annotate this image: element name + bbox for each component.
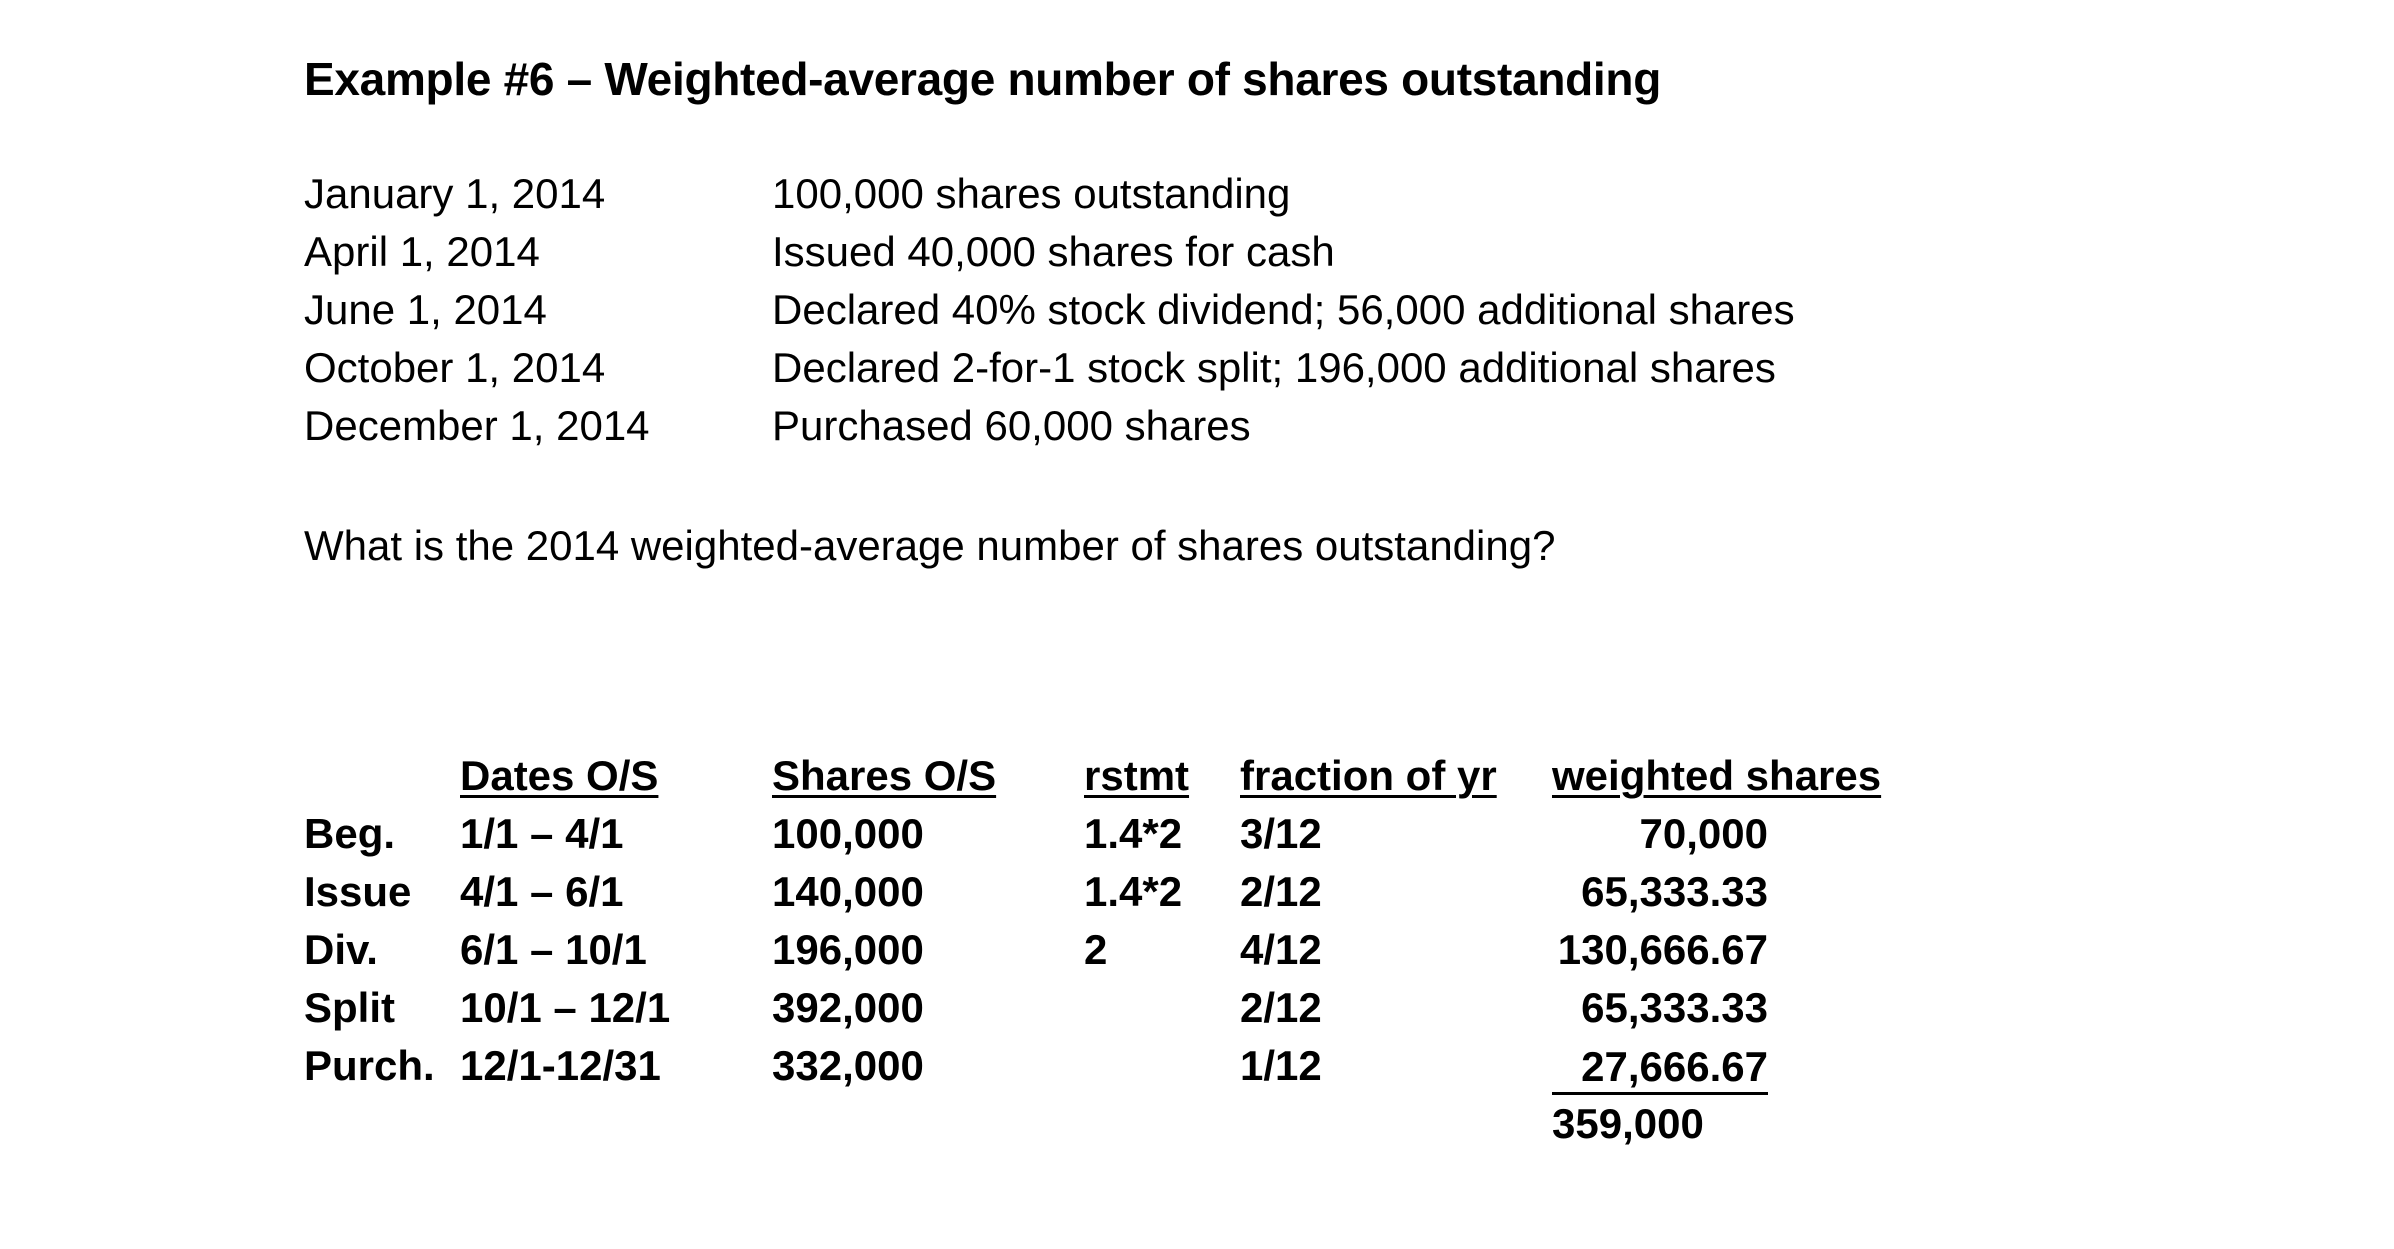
row-shares: 140,000 <box>772 868 924 915</box>
row-fraction: 2/12 <box>1240 868 1322 915</box>
row-fraction: 1/12 <box>1240 1042 1322 1089</box>
row-fraction: 2/12 <box>1240 984 1322 1031</box>
event-date: October 1, 2014 <box>304 344 606 391</box>
row-dates: 12/1-12/31 <box>460 1042 661 1089</box>
row-weighted: 65,333.33 <box>1581 984 1768 1031</box>
row-weighted: 27,666.67 <box>1552 1042 1768 1095</box>
row-weighted: 65,333.33 <box>1581 868 1768 915</box>
row-shares: 332,000 <box>772 1042 924 1089</box>
row-label: Issue <box>304 868 412 915</box>
row-dates: 1/1 – 4/1 <box>460 810 624 857</box>
header-shares: Shares O/S <box>772 752 997 799</box>
row-weighted: 130,666.67 <box>1557 926 1768 973</box>
question-text: What is the 2014 weighted-average number… <box>304 522 1556 569</box>
event-description: Declared 2-for-1 stock split; 196,000 ad… <box>772 344 1776 391</box>
event-date: January 1, 2014 <box>304 170 606 217</box>
event-date: April 1, 2014 <box>304 228 540 275</box>
event-description: Issued 40,000 shares for cash <box>772 228 1335 275</box>
header-dates: Dates O/S <box>460 752 659 799</box>
row-label: Split <box>304 984 395 1031</box>
row-rstmt: 2 <box>1084 926 1108 973</box>
row-rstmt: 1.4*2 <box>1084 810 1183 857</box>
row-shares: 100,000 <box>772 810 924 857</box>
header-weighted: weighted shares <box>1552 752 1882 799</box>
page-title: Example #6 – Weighted-average number of … <box>304 53 1662 105</box>
row-shares: 196,000 <box>772 926 924 973</box>
event-description: Purchased 60,000 shares <box>772 402 1251 449</box>
header-rstmt: rstmt <box>1084 752 1190 799</box>
event-date: December 1, 2014 <box>304 402 650 449</box>
row-dates: 6/1 – 10/1 <box>460 926 647 973</box>
row-fraction: 4/12 <box>1240 926 1322 973</box>
row-shares: 392,000 <box>772 984 924 1031</box>
row-weighted: 70,000 <box>1639 810 1768 857</box>
event-date: June 1, 2014 <box>304 286 547 333</box>
row-dates: 10/1 – 12/1 <box>460 984 671 1031</box>
row-label: Beg. <box>304 810 396 857</box>
total-weighted-shares: 359,000 <box>1552 1100 1704 1147</box>
header-fraction: fraction of yr <box>1240 752 1497 799</box>
row-rstmt: 1.4*2 <box>1084 868 1183 915</box>
event-description: 100,000 shares outstanding <box>772 170 1291 217</box>
event-description: Declared 40% stock dividend; 56,000 addi… <box>772 286 1795 333</box>
row-fraction: 3/12 <box>1240 810 1322 857</box>
row-dates: 4/1 – 6/1 <box>460 868 624 915</box>
row-label: Purch. <box>304 1042 435 1089</box>
row-label: Div. <box>304 926 378 973</box>
